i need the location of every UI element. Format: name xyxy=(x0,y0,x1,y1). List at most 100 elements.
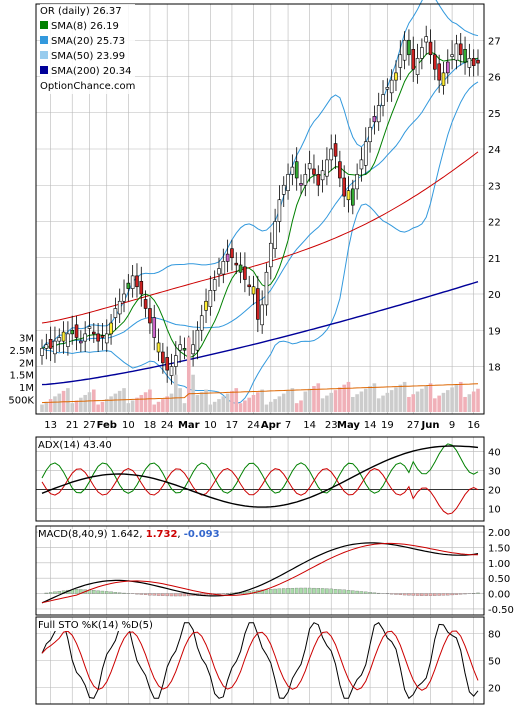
candle-body xyxy=(320,170,325,181)
candle-body xyxy=(376,105,381,123)
x-tick-label: Apr xyxy=(261,420,281,431)
volume-bar xyxy=(342,384,346,412)
candle-body xyxy=(61,331,66,342)
volume-bar xyxy=(428,383,433,412)
candle-body xyxy=(385,87,390,90)
price-tick-label: 25 xyxy=(488,109,501,120)
volume-bar xyxy=(333,390,338,412)
candle-body xyxy=(53,340,57,355)
volume-bar xyxy=(143,392,148,412)
volume-bar xyxy=(351,396,355,412)
candle-body xyxy=(221,261,226,275)
volume-bar xyxy=(113,393,118,412)
adx-panel-tick-label: 30 xyxy=(488,466,501,477)
volume-bar xyxy=(53,396,57,412)
volume-bar xyxy=(450,387,454,412)
x-tick-label: 27 xyxy=(407,420,420,431)
adx-panel-tick-label: 40 xyxy=(488,447,501,458)
candle-body xyxy=(174,355,178,367)
macd-panel-tick-label: 1.50 xyxy=(488,543,510,554)
candle-body xyxy=(143,299,148,309)
volume-bar xyxy=(363,388,368,412)
volume-bar xyxy=(398,384,403,412)
stoch-d-line xyxy=(41,630,479,691)
macd-histogram-bar xyxy=(307,587,312,594)
volume-bar xyxy=(251,394,256,412)
macd-histogram-bar xyxy=(420,593,424,596)
candle-body xyxy=(281,184,286,195)
candle-body xyxy=(407,39,411,56)
sma20-line xyxy=(41,58,479,349)
volume-bar xyxy=(195,394,200,412)
volume-bar xyxy=(385,392,390,412)
candle-body xyxy=(329,148,334,161)
volume-bar xyxy=(325,395,329,412)
candle-body xyxy=(398,54,403,68)
volume-bar xyxy=(139,394,144,412)
macd-histogram-bar xyxy=(57,591,62,594)
candle-body xyxy=(368,126,372,143)
macd-histogram-bar xyxy=(264,589,269,594)
volume-bar xyxy=(156,401,161,412)
price-tick-label: 20 xyxy=(488,290,501,301)
candle-body xyxy=(260,304,264,326)
ticker-title: OR (daily) 26.37 xyxy=(40,4,135,19)
candle-body xyxy=(286,174,290,191)
candle-body xyxy=(299,183,303,186)
volume-bar xyxy=(294,403,299,412)
volume-bar xyxy=(169,393,174,412)
sma200-line xyxy=(41,281,479,386)
macd-histogram-bar xyxy=(269,589,273,594)
x-tick-label: 23 xyxy=(325,420,338,431)
bollinger-lower xyxy=(41,81,479,405)
macd-histogram-bar xyxy=(424,593,428,596)
volume-bar xyxy=(303,391,308,412)
watermark: OptionChance.com xyxy=(40,81,136,92)
macd-histogram-bar xyxy=(290,587,295,594)
macd-histogram-bar xyxy=(299,587,303,594)
volume-bar xyxy=(83,394,87,412)
x-tick-label: Mar xyxy=(178,420,200,431)
macd-histogram-bar xyxy=(351,590,355,594)
volume-bar xyxy=(277,396,282,412)
macd-histogram-bar xyxy=(100,590,105,594)
price-tick-label: 27 xyxy=(488,36,501,47)
legend-sma50-label: SMA(50) xyxy=(51,51,94,62)
macd-histogram-bar xyxy=(407,593,411,596)
candle-body xyxy=(79,340,83,344)
candle-body xyxy=(420,47,424,59)
candle-body xyxy=(325,159,329,177)
candle-body xyxy=(428,41,433,56)
volume-tick-label: 500K xyxy=(8,396,34,407)
candle-body xyxy=(152,317,157,338)
volume-bar xyxy=(225,393,230,412)
macd-histogram-bar xyxy=(92,590,96,594)
candle-body xyxy=(471,58,476,66)
x-tick-label: 19 xyxy=(381,420,394,431)
volume-bar xyxy=(329,392,334,412)
x-tick-label: 27 xyxy=(83,420,96,431)
volume-bar xyxy=(281,393,286,412)
volume-bar xyxy=(256,392,260,412)
macd-line xyxy=(41,542,479,604)
legend-sma20-value: 25.73 xyxy=(96,36,126,47)
candle-body xyxy=(117,300,122,315)
candle-body xyxy=(437,63,441,81)
volume-bar xyxy=(100,401,105,412)
volume-bar xyxy=(454,384,459,412)
macd-histogram-bar xyxy=(342,589,346,594)
macd-histogram-bar xyxy=(398,593,403,595)
adx-label: ADX(14) xyxy=(38,440,80,451)
candle-body xyxy=(87,326,92,329)
volume-tick-label: 1M xyxy=(19,383,34,394)
candle-body xyxy=(247,284,252,288)
price-panel-frame xyxy=(35,3,485,415)
candle-body xyxy=(100,335,105,338)
adx-panel-frame xyxy=(35,436,485,522)
x-tick-label: Feb xyxy=(97,420,117,431)
macd-histogram-bar xyxy=(143,593,148,595)
macd-panel-frame xyxy=(35,525,485,616)
x-tick-label: 13 xyxy=(44,420,57,431)
legend-sma8-value: 26.19 xyxy=(90,21,119,32)
candle-body xyxy=(476,59,480,64)
